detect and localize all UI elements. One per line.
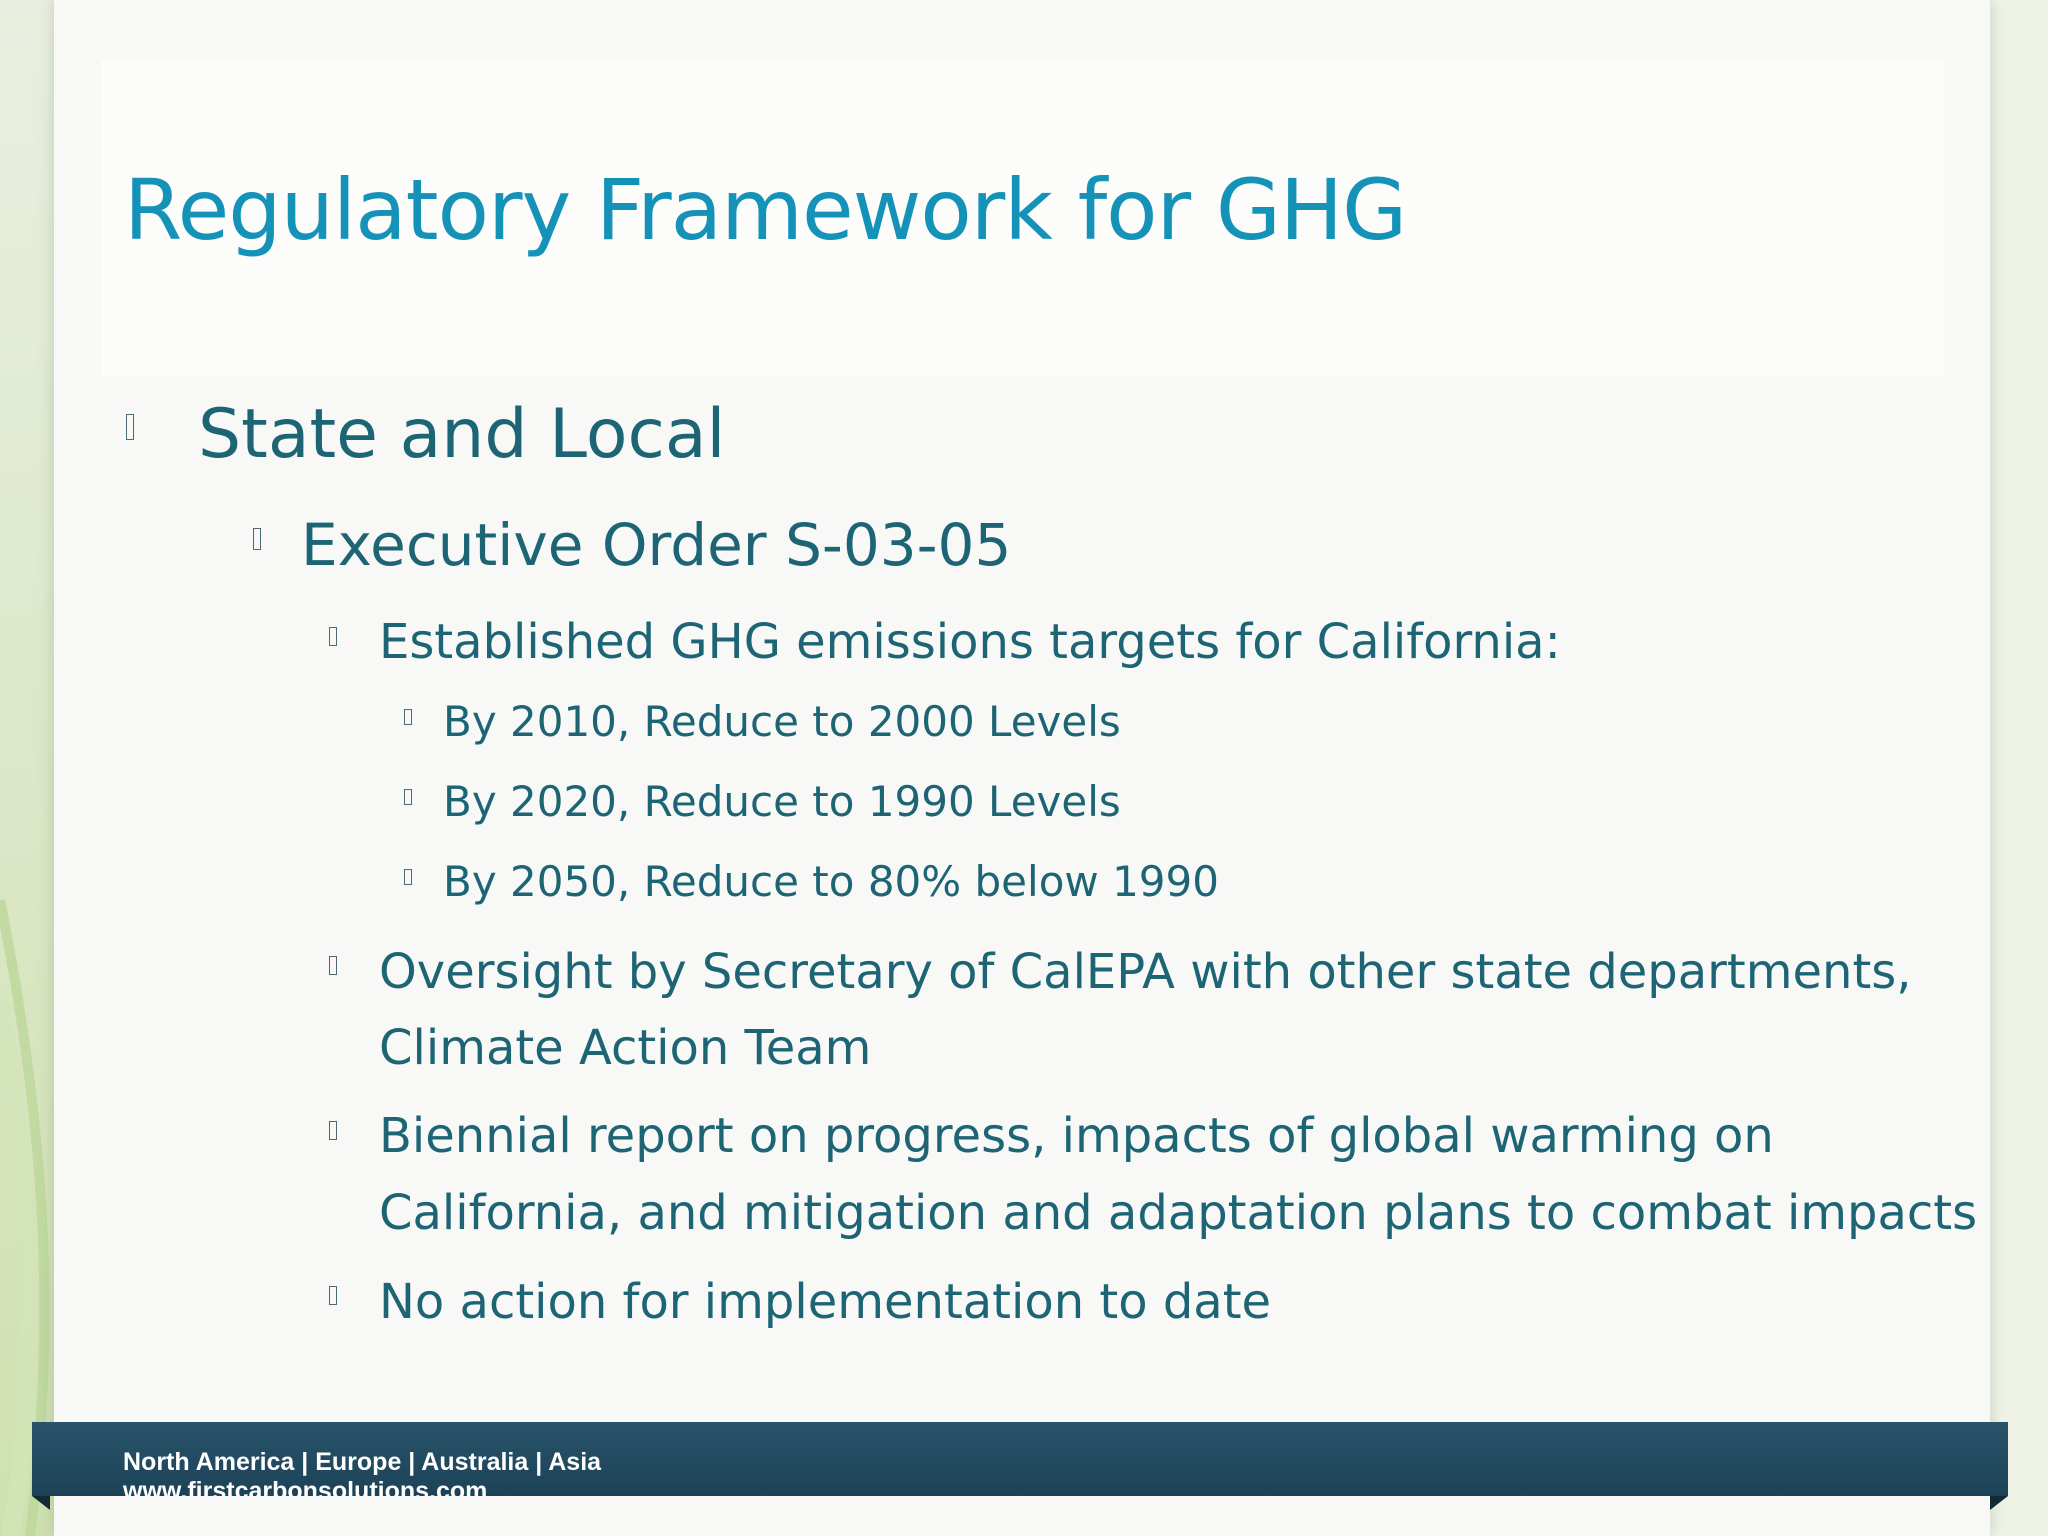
bullet-level1: State and Local <box>198 395 726 474</box>
bullet-icon <box>253 528 261 550</box>
footer-regions: North America | Europe | Australia | Asi… <box>123 1448 602 1476</box>
slide-title: Regulatory Framework for GHG <box>124 161 1407 259</box>
target-item: By 2050, Reduce to 80% below 1990 <box>443 857 1219 906</box>
bullet-icon <box>404 789 412 805</box>
footer-website: www.firstcarbonsolutions.com <box>123 1477 488 1496</box>
title-placeholder <box>101 60 1944 376</box>
bullet-level3-oversight-line2: Climate Action Team <box>379 1020 872 1076</box>
target-item: By 2020, Reduce to 1990 Levels <box>443 777 1121 826</box>
bullet-icon <box>404 709 412 725</box>
bullet-icon <box>329 1121 337 1140</box>
bullet-icon <box>329 1286 337 1305</box>
bullet-icon <box>126 414 134 440</box>
bullet-level3-no-action: No action for implementation to date <box>379 1274 1272 1330</box>
bullet-level3-targets: Established GHG emissions targets for Ca… <box>379 614 1561 670</box>
bullet-level3-biennial-line2: California, and mitigation and adaptatio… <box>379 1185 1978 1241</box>
bullet-icon <box>329 627 337 646</box>
footer-bar <box>32 1422 2008 1510</box>
bullet-level3-biennial-line1: Biennial report on progress, impacts of … <box>379 1108 1774 1164</box>
bullet-level2: Executive Order S-03-05 <box>301 511 1012 579</box>
bullet-level3-oversight-line1: Oversight by Secretary of CalEPA with ot… <box>379 944 1912 1000</box>
target-item: By 2010, Reduce to 2000 Levels <box>443 697 1121 746</box>
bullet-icon <box>404 869 412 885</box>
bullet-icon <box>329 956 337 975</box>
